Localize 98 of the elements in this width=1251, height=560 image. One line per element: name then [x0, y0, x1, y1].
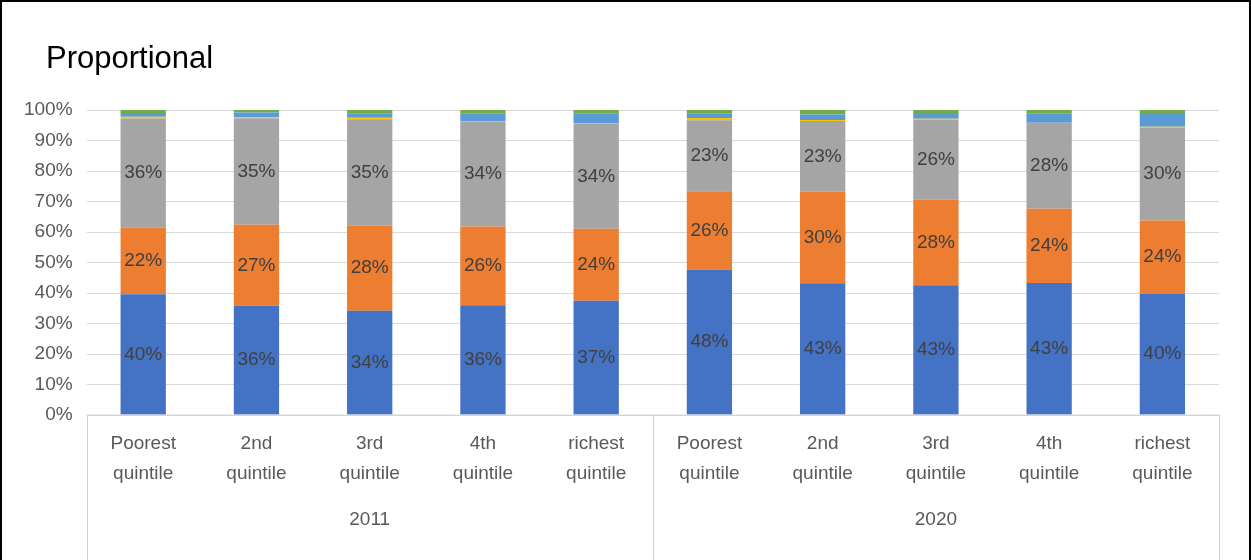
bar [347, 119, 393, 226]
bar [1139, 113, 1186, 127]
bar [460, 305, 506, 415]
data-label: 43% [803, 337, 842, 359]
y-tick-label: 40% [34, 281, 73, 303]
bar [460, 110, 506, 114]
bar [1026, 282, 1072, 415]
bar [1026, 110, 1072, 114]
bar [1139, 110, 1186, 114]
bar [460, 226, 506, 306]
data-label: 27% [237, 253, 276, 275]
y-tick-label: 60% [34, 220, 73, 242]
data-label: 36% [237, 348, 276, 370]
data-label: 40% [124, 342, 163, 364]
x-tick-label: 2nd quintile [792, 432, 853, 483]
data-label: 34% [577, 164, 616, 186]
chart-title: Proportional [46, 40, 214, 76]
bar [686, 269, 733, 415]
data-label: 30% [1143, 162, 1182, 184]
bar [573, 228, 619, 301]
data-label: 43% [916, 338, 956, 360]
bar [573, 300, 619, 415]
x-tick-label: Poorest quintile [676, 432, 743, 483]
bar [913, 285, 959, 415]
data-label: 24% [1030, 234, 1069, 256]
bar [120, 118, 166, 228]
data-label: 28% [916, 230, 956, 252]
y-tick-label: 0% [45, 403, 73, 425]
bar [460, 121, 506, 227]
bar [800, 191, 846, 284]
bar [800, 120, 846, 192]
data-label: 26% [916, 147, 956, 169]
bar [573, 124, 619, 229]
data-label: 28% [350, 256, 389, 278]
bar [1026, 122, 1072, 209]
data-label: 23% [803, 144, 842, 166]
y-tick-label: 100% [23, 98, 73, 120]
x-tick-label: 3rd quintile [339, 432, 400, 483]
bar [233, 112, 280, 118]
bar [800, 110, 846, 115]
data-label: 28% [1030, 154, 1069, 176]
bar [800, 283, 846, 415]
bar [120, 227, 166, 295]
bar [233, 118, 280, 225]
data-label: 40% [1143, 342, 1182, 364]
y-tick-label: 70% [34, 189, 73, 211]
text: 2011 [349, 508, 391, 530]
bar [913, 119, 959, 200]
x-tick-label: richest quintile [1132, 432, 1193, 483]
bar [1026, 113, 1072, 123]
data-label: 24% [577, 252, 616, 274]
x-tick-label: 3rd quintile [905, 432, 967, 483]
bar [1026, 208, 1072, 283]
bar [686, 120, 733, 192]
data-label: 26% [690, 218, 729, 240]
bar [913, 199, 959, 286]
data-label: 43% [1030, 337, 1069, 359]
data-label: 37% [577, 345, 616, 367]
data-label: 35% [237, 159, 276, 181]
x-tick-label: Poorest quintile [110, 432, 177, 483]
text: 2020 [914, 508, 958, 530]
bar [347, 113, 393, 118]
bar [913, 113, 959, 119]
y-tick-label: 50% [34, 250, 73, 272]
bar [1139, 127, 1186, 221]
bar [1139, 220, 1186, 294]
data-label: 30% [803, 225, 842, 247]
y-tick-label: 30% [34, 311, 73, 333]
data-label: 23% [690, 144, 729, 165]
data-label: 24% [1143, 245, 1182, 267]
data-label: 48% [690, 330, 729, 352]
bar [120, 294, 166, 415]
bar [686, 113, 733, 118]
bar [347, 225, 393, 311]
data-label: 34% [463, 162, 503, 184]
x-tick-label: 4th quintile [452, 432, 514, 483]
bar [913, 110, 959, 114]
bar [460, 113, 506, 121]
y-tick-label: 80% [34, 159, 73, 181]
bar [233, 224, 280, 306]
y-tick-label: 20% [34, 342, 73, 364]
bar [1139, 293, 1186, 415]
bar [233, 305, 280, 415]
data-label: 34% [350, 350, 389, 372]
bar [573, 113, 619, 124]
data-label: 26% [463, 254, 503, 276]
x-tick-label: 2nd quintile [226, 432, 287, 483]
bar [686, 191, 733, 270]
data-label: 36% [124, 161, 163, 183]
data-label: 22% [124, 249, 163, 271]
x-tick-label: 4th quintile [1019, 432, 1080, 483]
data-label: 36% [463, 348, 503, 370]
x-tick-label: richest quintile [566, 432, 627, 483]
bar [347, 310, 393, 415]
y-tick-label: 10% [34, 372, 73, 394]
bar [800, 114, 846, 121]
data-label: 35% [350, 160, 389, 182]
y-tick-label: 90% [34, 128, 73, 150]
